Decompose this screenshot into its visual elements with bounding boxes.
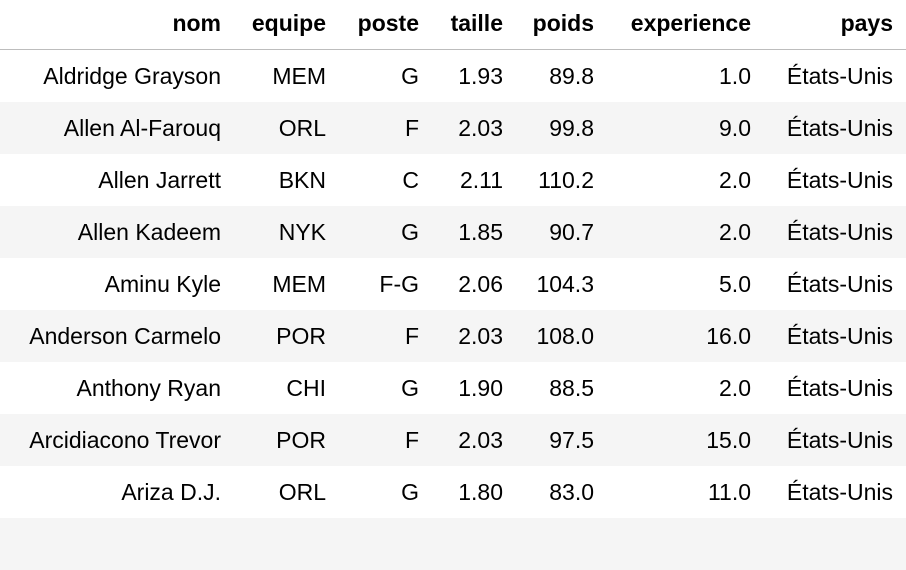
- cell-poids: 88.5: [515, 362, 606, 414]
- cell-poids: 108.0: [515, 310, 606, 362]
- cell-pays: États-Unis: [763, 414, 906, 466]
- cell-pays: États-Unis: [763, 154, 906, 206]
- cell-pays: États-Unis: [763, 102, 906, 154]
- cell-poste: G: [338, 50, 431, 103]
- column-header-poste: poste: [338, 0, 431, 50]
- header-row: nom equipe poste taille poids experience…: [0, 0, 906, 50]
- table-row: Anthony Ryan CHI G 1.90 88.5 2.0 États-U…: [0, 362, 906, 414]
- table-row-partial: [0, 518, 906, 570]
- cell-experience: 2.0: [606, 362, 763, 414]
- cell-experience: 15.0: [606, 414, 763, 466]
- cell-poids: 97.5: [515, 414, 606, 466]
- table-row: Arcidiacono Trevor POR F 2.03 97.5 15.0 …: [0, 414, 906, 466]
- cell-equipe: MEM: [233, 50, 338, 103]
- cell-equipe: ORL: [233, 102, 338, 154]
- cell-taille: 2.03: [431, 414, 515, 466]
- table-row: Allen Al-Farouq ORL F 2.03 99.8 9.0 État…: [0, 102, 906, 154]
- table-row: Aldridge Grayson MEM G 1.93 89.8 1.0 Éta…: [0, 50, 906, 103]
- cell-taille: 1.90: [431, 362, 515, 414]
- column-header-nom: nom: [0, 0, 233, 50]
- cell-poste: F: [338, 102, 431, 154]
- cell-experience: 11.0: [606, 466, 763, 518]
- cell-poste: F: [338, 310, 431, 362]
- cell-taille: 2.06: [431, 258, 515, 310]
- column-header-pays: pays: [763, 0, 906, 50]
- cell-equipe: POR: [233, 414, 338, 466]
- cell-equipe: MEM: [233, 258, 338, 310]
- cell-equipe: CHI: [233, 362, 338, 414]
- cell-taille: 2.03: [431, 310, 515, 362]
- cell-nom: Allen Kadeem: [0, 206, 233, 258]
- cell-experience: 2.0: [606, 206, 763, 258]
- cell-nom: Allen Jarrett: [0, 154, 233, 206]
- column-header-poids: poids: [515, 0, 606, 50]
- table-row: Allen Jarrett BKN C 2.11 110.2 2.0 États…: [0, 154, 906, 206]
- cell-equipe: ORL: [233, 466, 338, 518]
- table-row: Ariza D.J. ORL G 1.80 83.0 11.0 États-Un…: [0, 466, 906, 518]
- cell-nom: Anderson Carmelo: [0, 310, 233, 362]
- cell-poste: G: [338, 466, 431, 518]
- cell-experience: 16.0: [606, 310, 763, 362]
- column-header-taille: taille: [431, 0, 515, 50]
- cell-experience: 1.0: [606, 50, 763, 103]
- cell-taille: 2.03: [431, 102, 515, 154]
- cell-poste: C: [338, 154, 431, 206]
- cell-poste: F: [338, 414, 431, 466]
- table-row: Allen Kadeem NYK G 1.85 90.7 2.0 États-U…: [0, 206, 906, 258]
- column-header-experience: experience: [606, 0, 763, 50]
- table-body: Aldridge Grayson MEM G 1.93 89.8 1.0 Éta…: [0, 50, 906, 570]
- cell-pays: États-Unis: [763, 258, 906, 310]
- cell-pays: États-Unis: [763, 466, 906, 518]
- table-row: Anderson Carmelo POR F 2.03 108.0 16.0 É…: [0, 310, 906, 362]
- cell-poids: 83.0: [515, 466, 606, 518]
- table-header: nom equipe poste taille poids experience…: [0, 0, 906, 50]
- cell-nom: Arcidiacono Trevor: [0, 414, 233, 466]
- table-row: Aminu Kyle MEM F-G 2.06 104.3 5.0 États-…: [0, 258, 906, 310]
- cell-poste: G: [338, 362, 431, 414]
- cell-equipe: NYK: [233, 206, 338, 258]
- cell-poids: 104.3: [515, 258, 606, 310]
- cell-poids: 89.8: [515, 50, 606, 103]
- column-header-equipe: equipe: [233, 0, 338, 50]
- cell-poste: G: [338, 206, 431, 258]
- cell-pays: États-Unis: [763, 206, 906, 258]
- cell-taille: 2.11: [431, 154, 515, 206]
- cell-taille: 1.85: [431, 206, 515, 258]
- cell-experience: 9.0: [606, 102, 763, 154]
- cell-nom: Anthony Ryan: [0, 362, 233, 414]
- cell-poste: F-G: [338, 258, 431, 310]
- cell-equipe: BKN: [233, 154, 338, 206]
- cell-equipe: POR: [233, 310, 338, 362]
- cell-pays: États-Unis: [763, 50, 906, 103]
- cell-nom: Allen Al-Farouq: [0, 102, 233, 154]
- cell-nom: Aminu Kyle: [0, 258, 233, 310]
- cell-pays: États-Unis: [763, 310, 906, 362]
- cell-poids: 99.8: [515, 102, 606, 154]
- cell-poids: 90.7: [515, 206, 606, 258]
- cell-nom: Ariza D.J.: [0, 466, 233, 518]
- cell-taille: 1.93: [431, 50, 515, 103]
- cell-pays: États-Unis: [763, 362, 906, 414]
- cell-taille: 1.80: [431, 466, 515, 518]
- cell-nom: Aldridge Grayson: [0, 50, 233, 103]
- cell-experience: 5.0: [606, 258, 763, 310]
- cell-experience: 2.0: [606, 154, 763, 206]
- cell-poids: 110.2: [515, 154, 606, 206]
